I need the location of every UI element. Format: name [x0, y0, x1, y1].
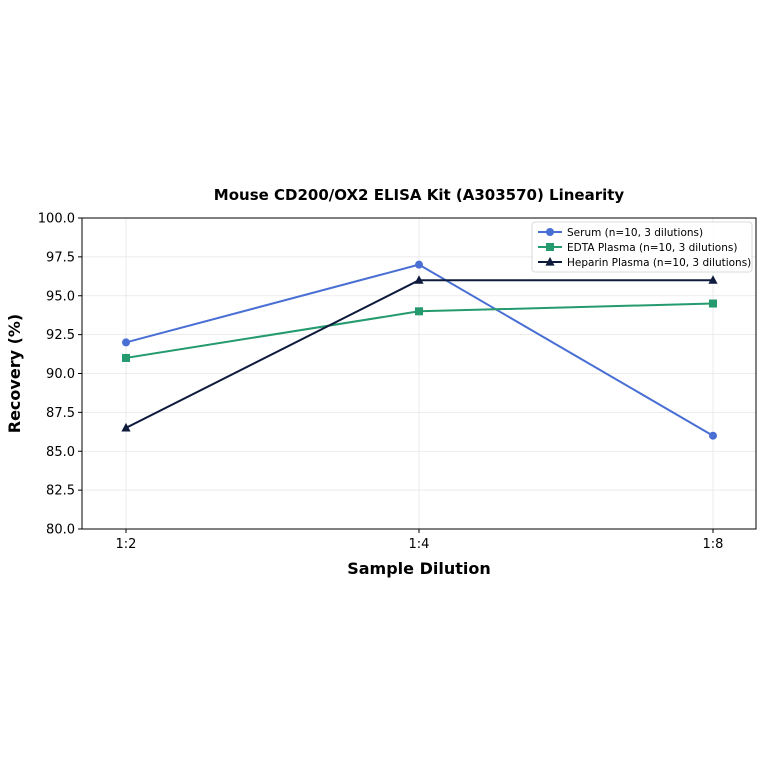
y-axis-ticks: 80.0 82.5 85.0 87.5 90.0 92.5 95.0 97.5 100.0 [38, 212, 82, 538]
y-tick-label: 82.5 [46, 484, 75, 499]
data-point [709, 299, 717, 308]
data-point [414, 275, 424, 284]
x-tick-label: 1:2 [116, 537, 137, 552]
chart-title: Mouse CD200/OX2 ELISA Kit (A303570) Line… [214, 186, 625, 204]
y-tick-label: 87.5 [46, 406, 75, 421]
data-point [708, 275, 718, 284]
y-tick-label: 92.5 [46, 328, 75, 343]
x-tick-label: 1:8 [703, 537, 724, 552]
legend-marker [546, 243, 554, 251]
data-point [122, 353, 130, 362]
series-2 [121, 275, 718, 432]
x-axis-label: Sample Dilution [347, 559, 491, 578]
series-layer [121, 260, 718, 440]
y-tick-label: 95.0 [46, 289, 75, 304]
series-line [125, 279, 713, 429]
y-axis-label: Recovery (%) [5, 314, 24, 433]
y-tick-label: 90.0 [46, 367, 75, 382]
legend-label: Heparin Plasma (n=10, 3 dilutions) [567, 257, 751, 269]
y-tick-label: 85.0 [46, 445, 75, 460]
legend-marker [546, 228, 554, 236]
series-0 [122, 260, 717, 440]
legend-marker [545, 257, 555, 266]
legend-box [531, 221, 753, 273]
data-point [122, 338, 130, 347]
legend-label: EDTA Plasma (n=10, 3 dilutions) [567, 242, 737, 254]
x-tick-label: 1:4 [409, 537, 430, 552]
y-tick-label: 80.0 [46, 523, 75, 538]
series-line [125, 263, 714, 437]
x-axis-ticks: 1:2 1:4 1:8 [116, 529, 724, 552]
data-point [415, 307, 423, 316]
series-1 [122, 299, 717, 362]
data-point [121, 422, 131, 432]
legend: Serum (n=10, 3 dilutions) EDTA Plasma (n=… [531, 221, 753, 273]
legend-label: Serum (n=10, 3 dilutions) [567, 227, 703, 239]
data-point [709, 431, 717, 440]
data-point [415, 260, 423, 269]
y-tick-label: 97.5 [46, 250, 75, 265]
y-tick-label: 100.0 [38, 212, 75, 227]
